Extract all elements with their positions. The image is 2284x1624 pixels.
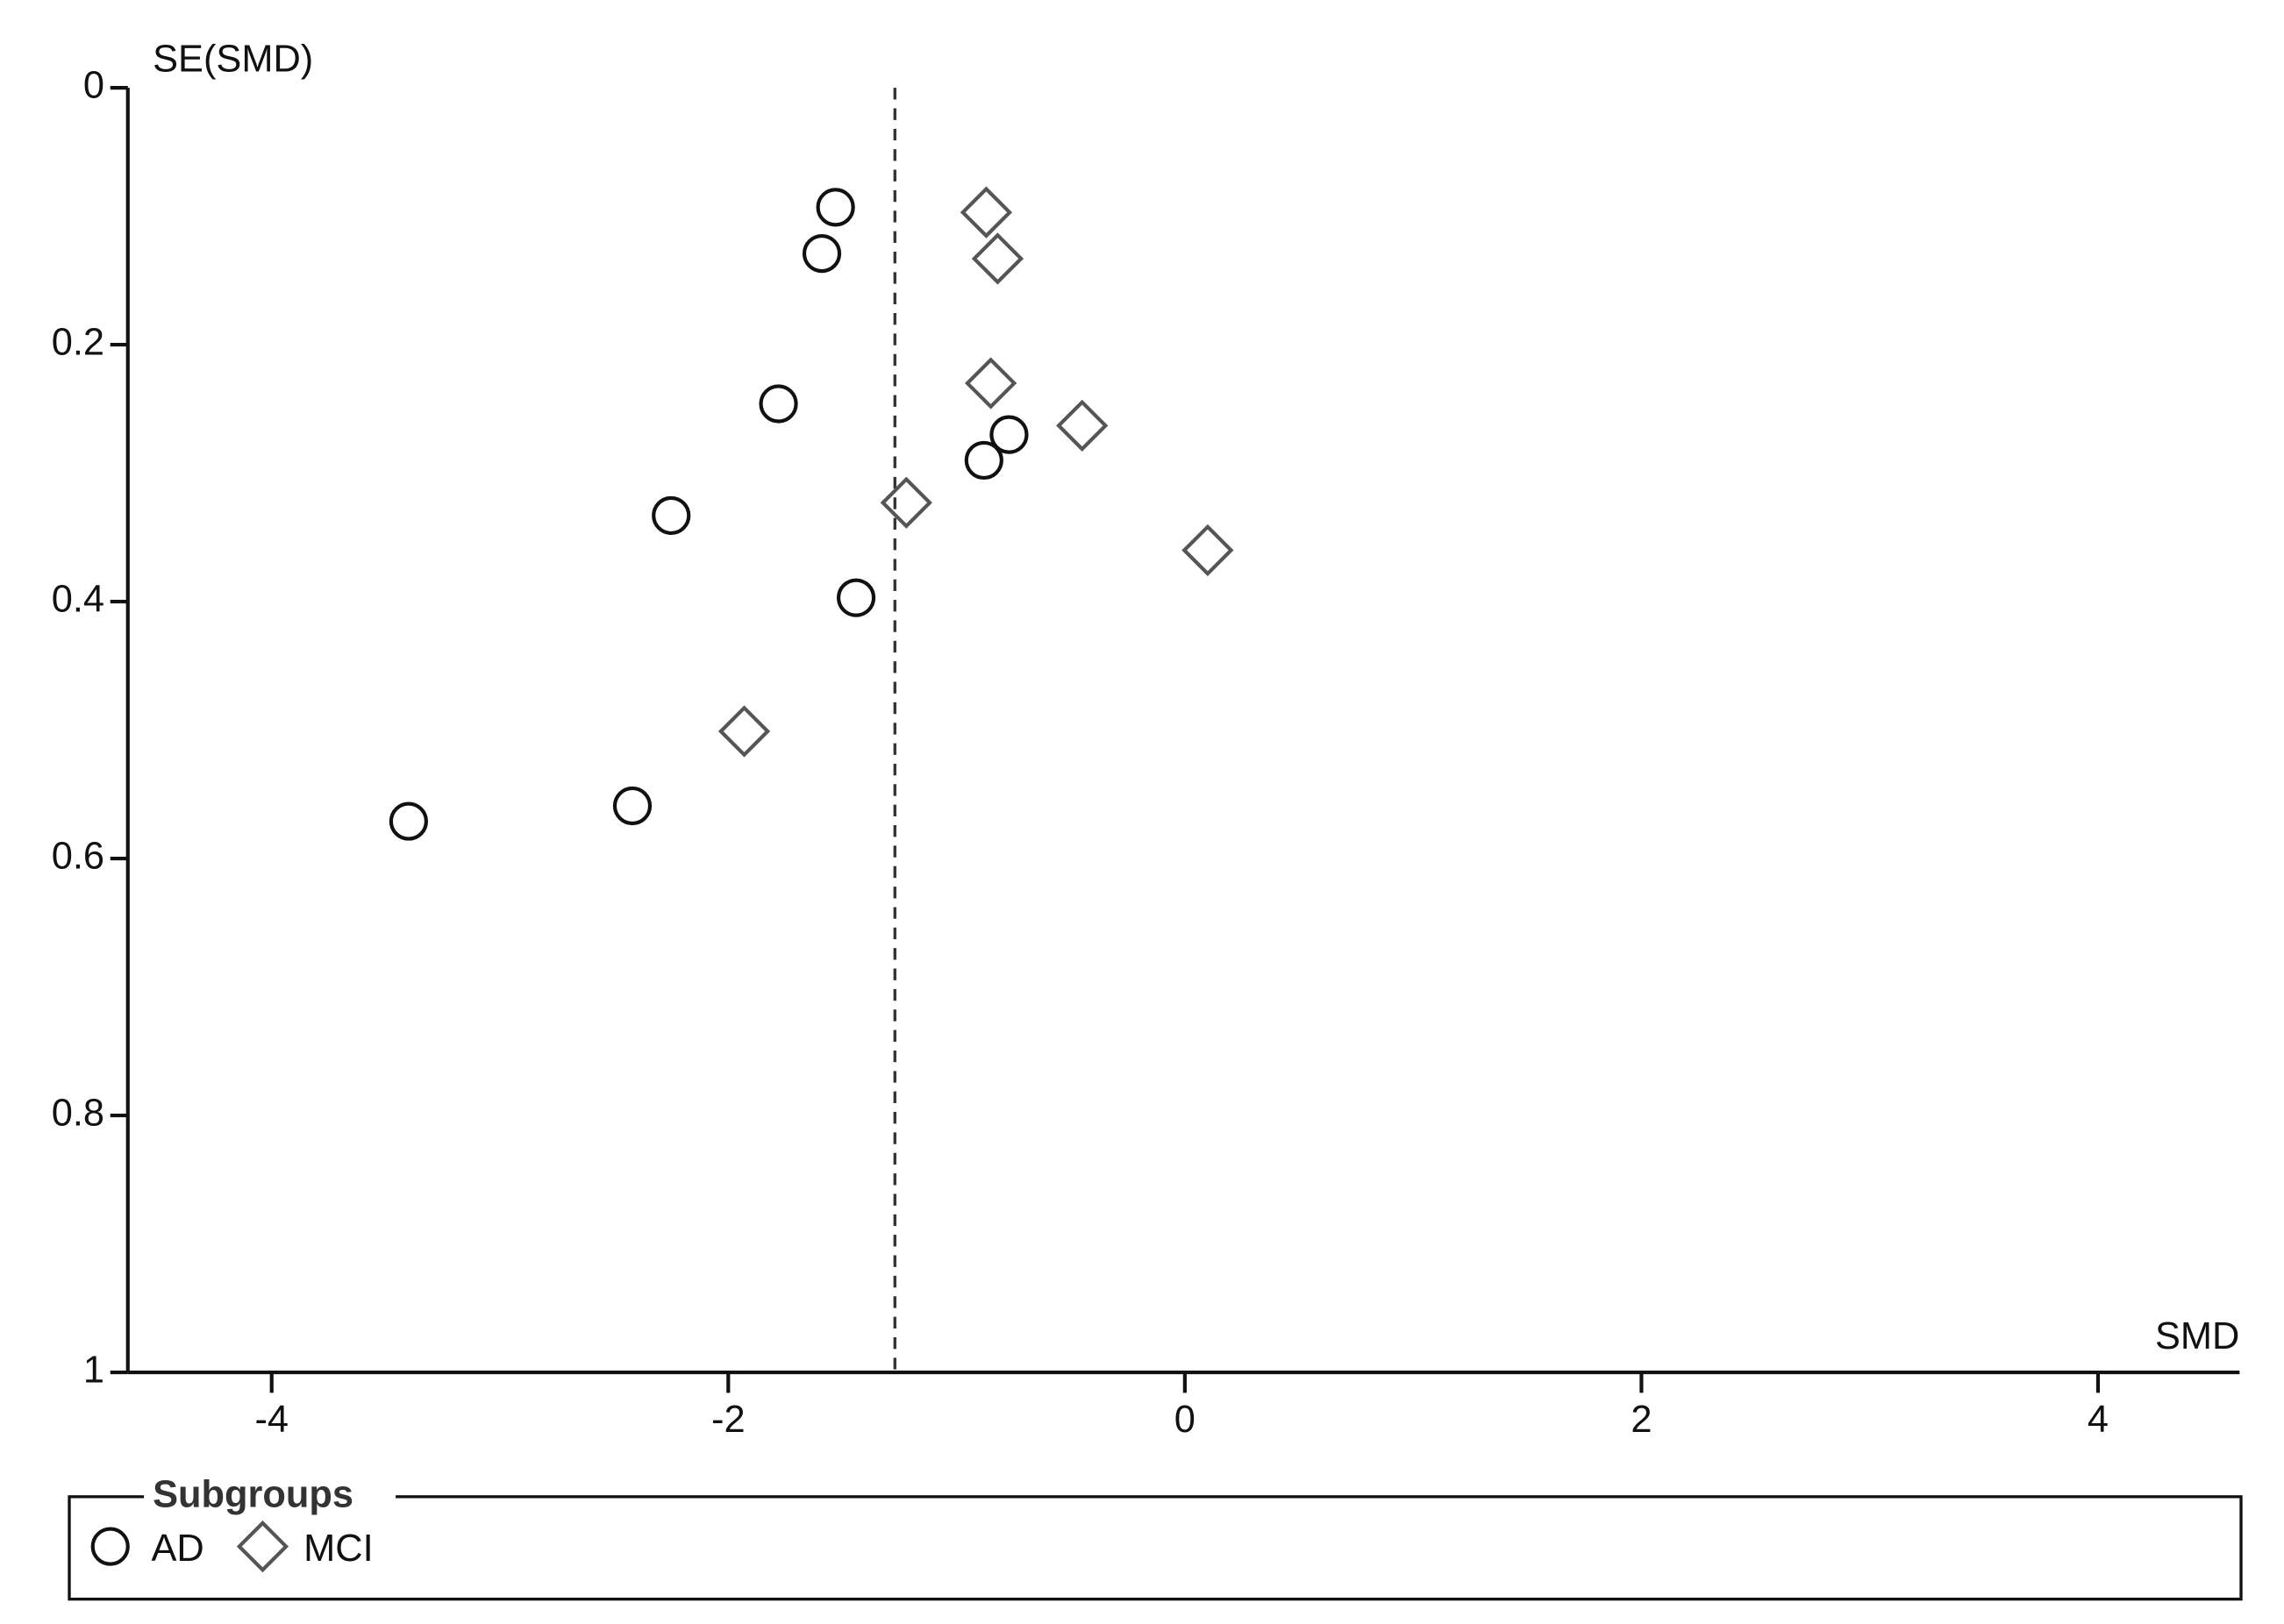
y-tick-label: 0.4 [52, 579, 104, 621]
y-axis-label: SE(SMD) [153, 39, 313, 81]
legend-marker [236, 1520, 289, 1573]
legend-marker [90, 1527, 130, 1566]
diamond-marker [964, 357, 1017, 410]
legend-title: Subgroups [153, 1473, 353, 1515]
y-tick-label: 0.2 [52, 322, 104, 364]
x-tick-label: -2 [711, 1399, 746, 1441]
legend-title-bg [144, 1478, 396, 1516]
circle-marker [989, 415, 1029, 454]
circle-marker [816, 188, 855, 227]
legend-label: MCI [303, 1528, 374, 1570]
circle-marker [389, 801, 429, 841]
diamond-marker [971, 232, 1024, 285]
circle-marker [759, 384, 798, 424]
circle-marker [612, 786, 653, 826]
circle-marker [964, 440, 1003, 481]
y-tick-label: 1 [83, 1349, 104, 1391]
diamond-marker [717, 705, 771, 758]
circle-marker [802, 233, 842, 274]
diamond-marker [1181, 524, 1234, 577]
y-tick-label: 0.8 [52, 1092, 104, 1134]
diamond-marker [1056, 399, 1109, 452]
x-tick-label: 2 [1631, 1399, 1652, 1441]
x-tick-label: 0 [1174, 1399, 1196, 1441]
legend-label: AD [151, 1528, 203, 1570]
legend-box [68, 1495, 2243, 1601]
diamond-marker [880, 476, 932, 529]
circle-marker [836, 578, 876, 617]
y-tick-label: 0 [83, 65, 104, 107]
diamond-marker [960, 186, 1013, 239]
y-tick-label: 0.6 [52, 836, 104, 878]
x-tick-label: 4 [2088, 1399, 2109, 1441]
x-tick-label: -4 [254, 1399, 289, 1441]
circle-marker [652, 495, 691, 536]
x-axis-label: SMD [2155, 1315, 2239, 1357]
